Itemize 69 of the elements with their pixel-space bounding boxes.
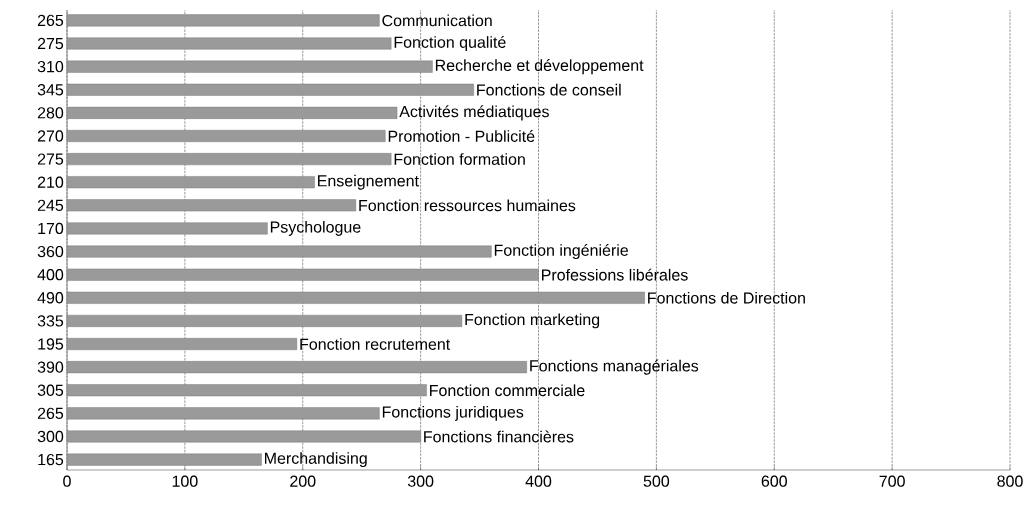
y-tick-label: Fonction formation <box>394 153 525 165</box>
y-tick-label: Communication <box>382 14 492 27</box>
y-tick-label: Fonction ressources humaines <box>359 199 576 212</box>
bar <box>66 361 527 374</box>
bar <box>66 83 474 96</box>
bar <box>66 338 298 350</box>
y-tick-label: Fonction ingéniérie <box>494 244 628 260</box>
y-tick-label: Fonctions financières <box>424 430 574 443</box>
data-label: 275 <box>37 153 64 165</box>
x-tick-label: 100 <box>172 475 198 487</box>
bar <box>66 153 392 166</box>
bar <box>66 407 380 420</box>
x-tick-label: 700 <box>879 475 905 487</box>
data-label: 165 <box>38 453 64 466</box>
y-tick-label: Promotion - Publicité <box>388 130 535 142</box>
x-tick-label: 400 <box>525 475 552 487</box>
bar <box>66 268 539 281</box>
data-label: 305 <box>37 384 64 396</box>
y-tick-label: Fonction qualité <box>394 35 506 52</box>
data-label: 400 <box>37 269 64 281</box>
bar <box>66 453 262 466</box>
bar <box>66 291 645 304</box>
data-label: 360 <box>37 245 64 258</box>
data-label: 300 <box>37 430 64 443</box>
y-tick-label: Recherche et développement <box>435 59 644 75</box>
x-tick-label: 800 <box>997 475 1023 487</box>
x-tick-label: 0 <box>63 475 71 487</box>
bar <box>66 14 380 27</box>
bar <box>66 106 398 119</box>
bar <box>66 245 492 258</box>
y-tick-label: Fonctions de conseil <box>477 83 621 96</box>
bar <box>66 222 268 235</box>
data-label: 335 <box>37 315 64 327</box>
y-tick-label: Fonction recrutement <box>300 338 451 350</box>
y-tick-label: Fonction marketing <box>465 313 600 329</box>
data-label: 170 <box>38 222 64 235</box>
data-label: 275 <box>37 37 64 50</box>
y-tick-label: Merchandising <box>265 452 367 468</box>
y-tick-label: Fonctions de Direction <box>648 291 805 304</box>
data-label: 310 <box>37 60 64 73</box>
x-tick-label: 200 <box>290 475 316 487</box>
y-tick-label: Fonctions juridiques <box>382 405 524 421</box>
y-tick-label: Enseignement <box>318 174 419 190</box>
bar <box>66 176 315 189</box>
y-tick-label: Psychologue <box>270 220 361 236</box>
bar <box>66 384 427 397</box>
y-tick-label: Fonctions managériales <box>530 359 699 375</box>
data-label: 345 <box>37 84 64 96</box>
y-tick-label: Fonction commerciale <box>430 384 585 397</box>
bar <box>66 130 386 142</box>
data-label: 245 <box>37 199 64 211</box>
y-tick-label: Professions libérales <box>542 268 688 281</box>
data-label: 390 <box>37 361 64 373</box>
data-label: 265 <box>37 14 64 27</box>
data-label: 270 <box>37 130 64 142</box>
data-label: 195 <box>38 338 64 350</box>
bar <box>66 430 421 443</box>
y-tick-label: Activités médiatiques <box>399 105 549 121</box>
bar <box>66 37 392 50</box>
x-tick-label: 600 <box>761 475 787 487</box>
bar <box>66 314 463 327</box>
bar <box>66 60 433 73</box>
x-tick-label: 500 <box>643 475 670 487</box>
data-label: 265 <box>37 407 64 420</box>
data-label: 490 <box>37 292 64 304</box>
data-label: 210 <box>37 176 64 188</box>
data-label: 280 <box>37 107 64 119</box>
x-tick-label: 300 <box>407 475 434 487</box>
bar <box>66 199 356 212</box>
